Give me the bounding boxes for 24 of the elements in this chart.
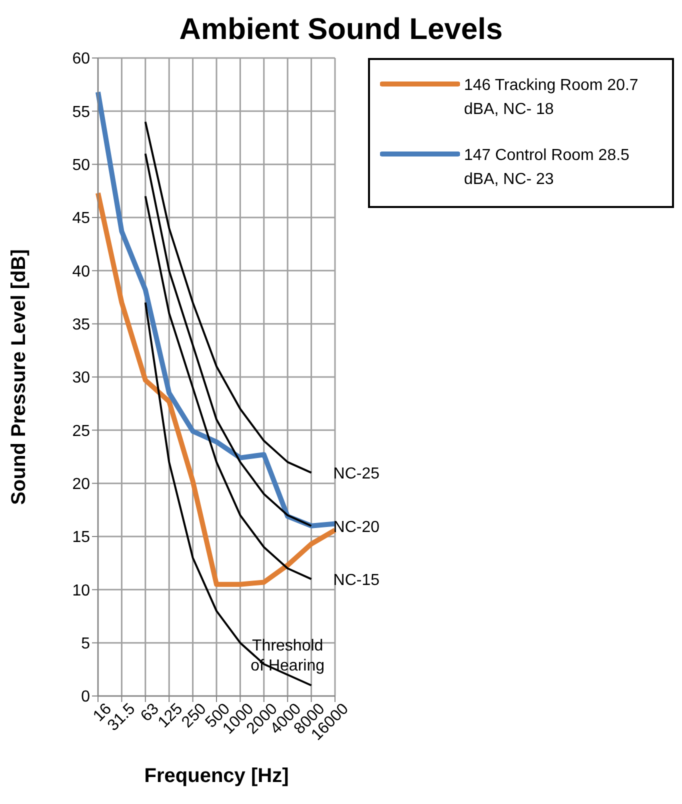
y-tick-label: 25: [72, 422, 90, 440]
annotation: NC-25: [333, 466, 380, 483]
y-tick-label: 5: [81, 636, 90, 653]
y-tick-label: 55: [72, 104, 90, 121]
y-tick-label: 35: [72, 316, 90, 334]
y-tick-label: 15: [72, 529, 90, 546]
y-axis-title: Sound Pressure Level [dB]: [8, 249, 30, 505]
x-axis-title: Frequency [Hz]: [144, 765, 289, 788]
y-tick-label: 40: [72, 263, 90, 280]
y-tick-label: 20: [72, 476, 90, 494]
legend-label: 147 Control Room 28.5 dBA, NC- 23: [464, 146, 630, 190]
chart-title: Ambient Sound Levels: [178, 12, 504, 48]
y-tick-label: 0: [81, 688, 90, 706]
y-tick-label: 60: [72, 50, 90, 68]
legend-label: 146 Tracking Room 20.7 dBA, NC- 18: [464, 76, 640, 120]
annotation: NC-15: [333, 572, 380, 590]
line-series: [144, 195, 312, 580]
y-tick-label: 10: [72, 582, 90, 600]
y-tick-label: 45: [72, 210, 90, 228]
annotation: NC-20: [333, 518, 380, 536]
line-series: [144, 152, 312, 527]
y-tick-label: 30: [72, 370, 90, 387]
line-series: [144, 120, 312, 474]
y-tick-label: 50: [72, 157, 90, 174]
